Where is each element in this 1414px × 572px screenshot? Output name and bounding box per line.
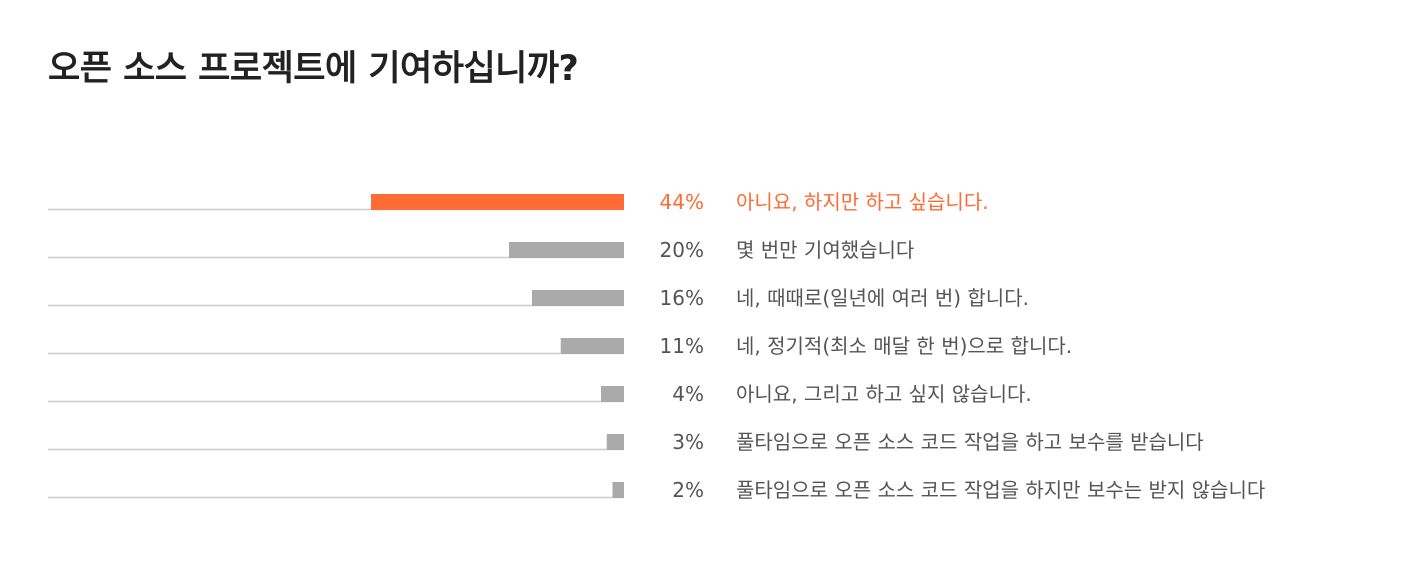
category-label: 몇 번만 기여했습니다 — [736, 238, 914, 262]
bar-6 — [612, 482, 624, 498]
value-label: 16% — [660, 286, 704, 310]
value-label: 2% — [672, 478, 704, 502]
bar-3 — [560, 338, 624, 354]
category-label: 풀타임으로 오픈 소스 코드 작업을 하지만 보수는 받지 않습니다 — [736, 478, 1265, 502]
category-label: 네, 정기적(최소 매달 한 번)으로 합니다. — [736, 334, 1072, 358]
bar-1 — [509, 242, 624, 258]
value-label: 20% — [660, 238, 704, 262]
category-label: 풀타임으로 오픈 소스 코드 작업을 하고 보수를 받습니다 — [736, 430, 1204, 454]
value-label: 4% — [672, 382, 704, 406]
chart-title: 오픈 소스 프로젝트에 기여하십니까? — [48, 49, 579, 89]
value-label: 11% — [660, 334, 704, 358]
value-label: 3% — [672, 430, 704, 454]
bar-2 — [532, 290, 624, 306]
value-label: 44% — [660, 190, 704, 214]
category-label: 네, 때때로(일년에 여러 번) 합니다. — [736, 286, 1029, 310]
category-label: 아니요, 하지만 하고 싶습니다. — [736, 190, 989, 214]
bar-4 — [601, 386, 624, 402]
bar-0 — [371, 194, 624, 210]
bar-5 — [606, 434, 624, 450]
category-label: 아니요, 그리고 하고 싶지 않습니다. — [736, 382, 1032, 406]
